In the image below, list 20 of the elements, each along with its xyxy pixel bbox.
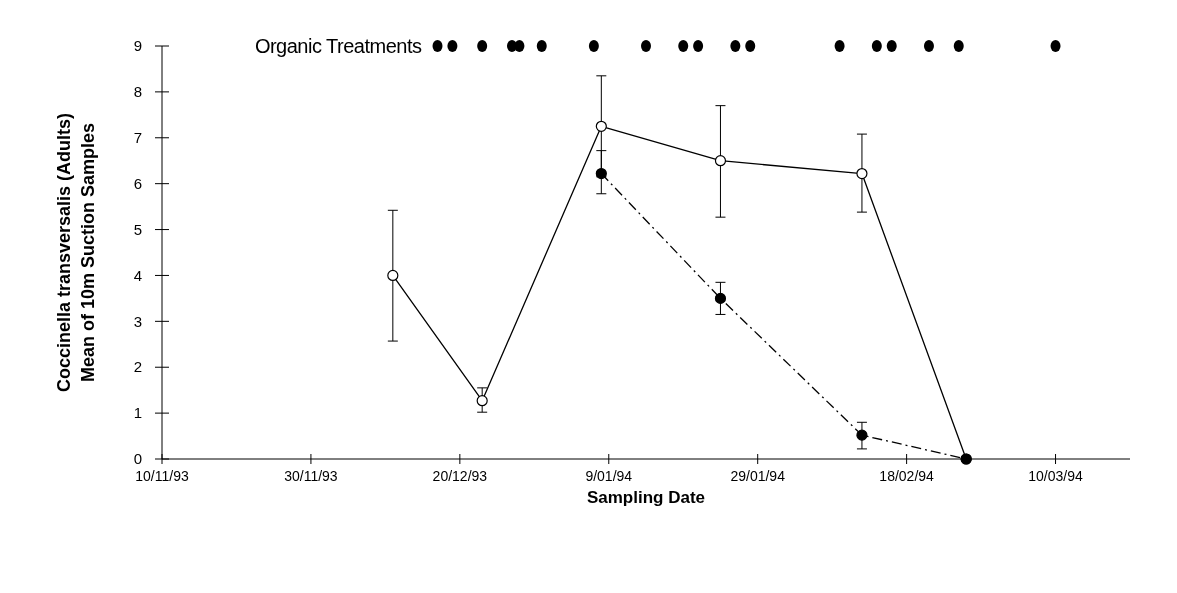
y-tick-label: 3 (133, 312, 142, 330)
x-tick-label: 20/12/93 (432, 468, 488, 484)
y-tick-label: 8 (133, 83, 142, 101)
y-tick-label: 5 (133, 220, 142, 238)
x-tick-label: 30/11/93 (284, 468, 338, 484)
series-label: Organic Treatments (254, 35, 423, 57)
x-tick-label: 10/03/94 (1028, 468, 1083, 484)
y-axis-title: Coccinella transversalis (Adults) Mean of 10m Suction Samples (54, 112, 98, 393)
y-tick-label: 0 (133, 450, 142, 468)
x-tick-label: 18/02/94 (879, 468, 935, 484)
y-tick-label: 2 (133, 358, 142, 376)
x-tick-label: 9/01/94 (585, 468, 633, 484)
y-tick-label: 4 (133, 266, 142, 284)
y-tick-label: 6 (133, 174, 142, 192)
x-axis-title: Sampling Date (586, 488, 706, 507)
y-tick-label: 1 (133, 404, 142, 422)
x-tick-label: 29/01/94 (730, 468, 786, 484)
y-tick-label: 7 (133, 129, 142, 147)
x-tick-label: 10/11/93 (135, 468, 189, 484)
y-tick-label: 9 (133, 37, 142, 55)
